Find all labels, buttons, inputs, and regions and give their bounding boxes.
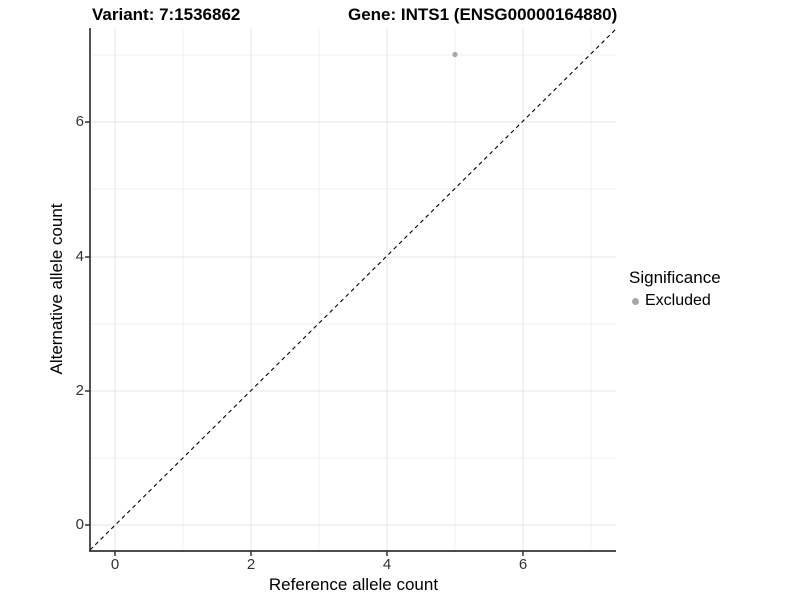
x-tick-label-2: 2 xyxy=(246,556,256,573)
grid-minor-lines xyxy=(91,28,616,550)
legend-title: Significance xyxy=(629,268,721,287)
plot-title-variant: Variant: 7:1536862 xyxy=(92,5,241,24)
axis-lines xyxy=(89,28,616,552)
x-tick-label-0: 0 xyxy=(110,556,120,573)
identity-dashed-line xyxy=(89,27,618,551)
y-tick-label-4: 4 xyxy=(75,248,84,265)
y-tick-label-6: 6 xyxy=(75,113,84,130)
grid-major-lines xyxy=(91,28,616,550)
y-tick-label-0: 0 xyxy=(75,516,84,533)
data-point-excluded xyxy=(452,51,458,58)
legend: Significance Excluded xyxy=(629,268,721,310)
excluded-point-icon xyxy=(632,297,639,305)
legend-item-excluded: Excluded xyxy=(632,292,721,310)
x-tick-label-4: 4 xyxy=(382,556,392,573)
y-tick-label-2: 2 xyxy=(75,382,84,399)
axis-tick-marks xyxy=(85,121,524,556)
x-axis-title: Reference allele count xyxy=(268,575,439,594)
plot-title-gene: Gene: INTS1 (ENSG00000164880) xyxy=(348,5,618,24)
legend-item-label: Excluded xyxy=(645,292,711,309)
y-axis-title: Alternative allele count xyxy=(47,203,66,375)
x-tick-label-6: 6 xyxy=(518,556,528,573)
